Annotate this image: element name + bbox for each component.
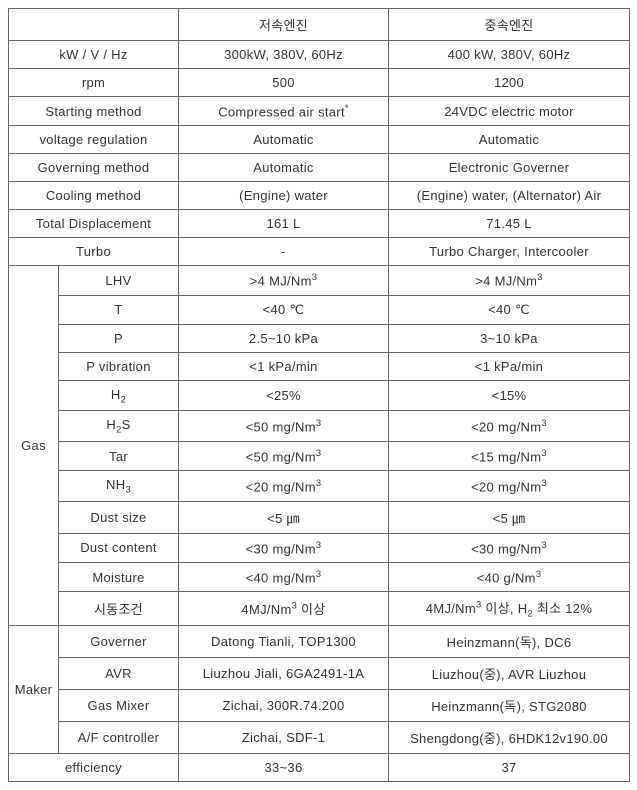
gas-low-9: <30 mg/Nm3 xyxy=(179,533,389,562)
gas-sub-1: T xyxy=(59,295,179,324)
gas-low-6: <50 mg/Nm3 xyxy=(179,441,389,470)
gas-sub-0: LHV xyxy=(59,266,179,295)
row-mid-5: (Engine) water, (Alternator) Air xyxy=(389,182,630,210)
row-low-6: 161 L xyxy=(179,210,389,238)
gas-low-11: 4MJ/Nm3 이상 xyxy=(179,592,389,626)
gas-low-2: 2.5~10 kPa xyxy=(179,324,389,352)
gas-sub-11: 시동조건 xyxy=(59,592,179,626)
maker-mid-2: Heinzmann(독), STG2080 xyxy=(389,690,630,722)
engine-spec-table: 저속엔진중속엔진 kW / V / Hz300kW, 380V, 60Hz400 … xyxy=(8,8,630,782)
gas-mid-5: <20 mg/Nm3 xyxy=(389,411,630,442)
row-mid-7: Turbo Charger, Intercooler xyxy=(389,238,630,266)
maker-low-2: Zichai, 300R.74.200 xyxy=(179,690,389,722)
gas-sub-10: Moisture xyxy=(59,563,179,592)
gas-mid-8: <5 ㎛ xyxy=(389,501,630,533)
gas-group-label: Gas xyxy=(9,266,59,626)
maker-mid-0: Heinzmann(독), DC6 xyxy=(389,626,630,658)
gas-low-8: <5 ㎛ xyxy=(179,501,389,533)
maker-mid-3: Shengdong(중), 6HDK12v190.00 xyxy=(389,722,630,754)
maker-mid-1: Liuzhou(중), AVR Liuzhou xyxy=(389,658,630,690)
row-mid-1: 1200 xyxy=(389,69,630,97)
maker-sub-0: Governer xyxy=(59,626,179,658)
gas-sub-8: Dust size xyxy=(59,501,179,533)
row-low-0: 300kW, 380V, 60Hz xyxy=(179,41,389,69)
header-low-engine: 저속엔진 xyxy=(179,9,389,41)
gas-sub-2: P xyxy=(59,324,179,352)
row-mid-4: Electronic Governer xyxy=(389,154,630,182)
maker-low-3: Zichai, SDF-1 xyxy=(179,722,389,754)
gas-mid-9: <30 mg/Nm3 xyxy=(389,533,630,562)
gas-mid-11: 4MJ/Nm3 이상, H2 최소 12% xyxy=(389,592,630,626)
row-low-1: 500 xyxy=(179,69,389,97)
gas-mid-7: <20 mg/Nm3 xyxy=(389,471,630,502)
maker-low-1: Liuzhou Jiali, 6GA2491-1A xyxy=(179,658,389,690)
row-label-2: Starting method xyxy=(9,97,179,126)
row-label-4: Governing method xyxy=(9,154,179,182)
row-label-5: Cooling method xyxy=(9,182,179,210)
gas-low-0: >4 MJ/Nm3 xyxy=(179,266,389,295)
row-label-3: voltage regulation xyxy=(9,126,179,154)
gas-sub-9: Dust content xyxy=(59,533,179,562)
gas-sub-5: H2S xyxy=(59,411,179,442)
gas-mid-6: <15 mg/Nm3 xyxy=(389,441,630,470)
row-label-1: rpm xyxy=(9,69,179,97)
header-mid-engine: 중속엔진 xyxy=(389,9,630,41)
maker-group-label: Maker xyxy=(9,626,59,754)
gas-mid-3: <1 kPa/min xyxy=(389,352,630,380)
gas-mid-1: <40 ℃ xyxy=(389,295,630,324)
row-low-4: Automatic xyxy=(179,154,389,182)
gas-sub-7: NH3 xyxy=(59,471,179,502)
header-blank xyxy=(9,9,179,41)
gas-low-10: <40 mg/Nm3 xyxy=(179,563,389,592)
row-low-5: (Engine) water xyxy=(179,182,389,210)
row-low-3: Automatic xyxy=(179,126,389,154)
efficiency-label: efficiency xyxy=(9,754,179,782)
gas-mid-0: >4 MJ/Nm3 xyxy=(389,266,630,295)
row-mid-0: 400 kW, 380V, 60Hz xyxy=(389,41,630,69)
gas-low-4: <25% xyxy=(179,380,389,411)
row-mid-2: 24VDC electric motor xyxy=(389,97,630,126)
maker-sub-1: AVR xyxy=(59,658,179,690)
gas-mid-4: <15% xyxy=(389,380,630,411)
efficiency-low: 33~36 xyxy=(179,754,389,782)
row-mid-6: 71.45 L xyxy=(389,210,630,238)
maker-sub-3: A/F controller xyxy=(59,722,179,754)
gas-sub-6: Tar xyxy=(59,441,179,470)
row-label-6: Total Displacement xyxy=(9,210,179,238)
maker-low-0: Datong Tianli, TOP1300 xyxy=(179,626,389,658)
gas-low-5: <50 mg/Nm3 xyxy=(179,411,389,442)
gas-low-7: <20 mg/Nm3 xyxy=(179,471,389,502)
row-label-7: Turbo xyxy=(9,238,179,266)
gas-mid-10: <40 g/Nm3 xyxy=(389,563,630,592)
gas-low-1: <40 ℃ xyxy=(179,295,389,324)
row-low-7: - xyxy=(179,238,389,266)
gas-sub-3: P vibration xyxy=(59,352,179,380)
gas-low-3: <1 kPa/min xyxy=(179,352,389,380)
row-mid-3: Automatic xyxy=(389,126,630,154)
maker-sub-2: Gas Mixer xyxy=(59,690,179,722)
row-low-2: Compressed air start* xyxy=(179,97,389,126)
row-label-0: kW / V / Hz xyxy=(9,41,179,69)
gas-mid-2: 3~10 kPa xyxy=(389,324,630,352)
gas-sub-4: H2 xyxy=(59,380,179,411)
efficiency-mid: 37 xyxy=(389,754,630,782)
